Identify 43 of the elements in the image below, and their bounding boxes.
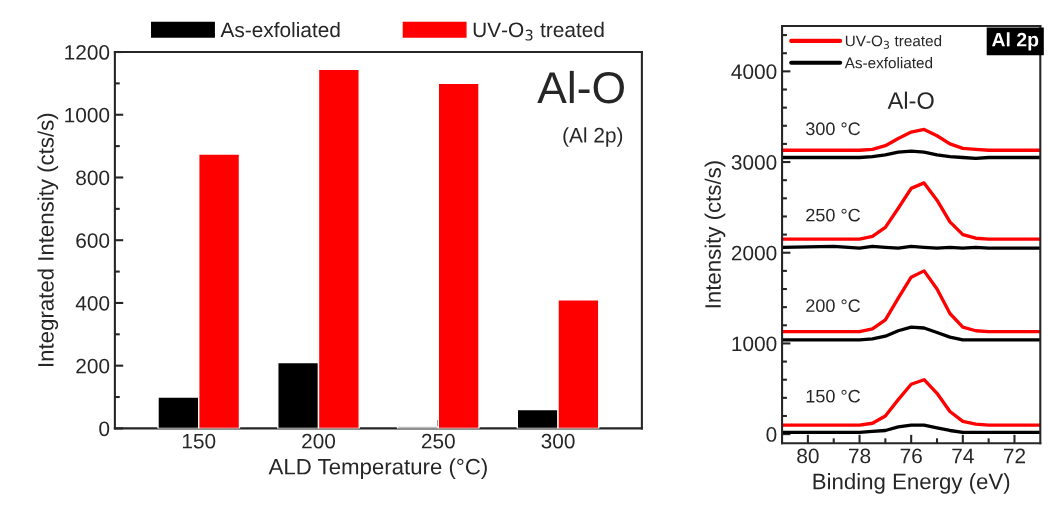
- annotation: 200 °C: [806, 299, 861, 313]
- annotation: Al-O: [887, 91, 934, 109]
- line-series: [782, 269, 1041, 334]
- annotation: 150 °C: [806, 389, 861, 403]
- y-tick-label: 1200: [65, 45, 110, 60]
- y-tick-label: 1000: [65, 107, 110, 123]
- line-series: [782, 378, 1041, 427]
- x-tick-label: 74: [952, 448, 974, 464]
- line-series: [782, 181, 1041, 241]
- y-tick-label: 0: [99, 421, 110, 437]
- x-tick-label: 250: [421, 433, 455, 449]
- y-tick-label: 400: [75, 295, 110, 311]
- annotation: Al-O: [537, 70, 624, 104]
- x-tick-label: 80: [797, 448, 819, 464]
- x-axis-title: Binding Energy (eV): [813, 473, 1010, 494]
- annotation: (Al 2p): [563, 127, 623, 147]
- x-tick-label: 150: [182, 433, 216, 449]
- legend-label: UV-O$_{3}$ treated: [473, 21, 604, 41]
- line-series: [782, 149, 1041, 161]
- y-tick-label: 2000: [731, 245, 777, 261]
- line-series: [782, 423, 1041, 434]
- legend-label: As-exfoliated: [844, 57, 933, 69]
- y-tick-label: 200: [76, 358, 110, 374]
- annotation: 250 °C: [806, 208, 861, 222]
- legend-label: UV-O$_{3}$ treated: [845, 35, 942, 49]
- y-tick-label: 1000: [732, 336, 777, 352]
- y-tick-label: 800: [76, 170, 110, 186]
- y-axis-title: Integrated Intensity (cts/s): [37, 113, 59, 366]
- x-tick-label: 200: [302, 433, 336, 449]
- legend-label: As-exfoliated: [220, 21, 340, 38]
- x-tick-label: 72: [1003, 448, 1026, 464]
- x-tick-label: 300: [541, 433, 575, 449]
- y-tick-label: 4000: [731, 64, 777, 80]
- y-axis-title: Intensity (cts/s): [704, 161, 726, 308]
- y-tick-label: 3000: [731, 155, 777, 170]
- annotation: 300 °C: [806, 122, 861, 136]
- x-tick-label: 78: [849, 448, 871, 464]
- line-series: [782, 325, 1041, 342]
- x-axis-title: ALD Temperature (°C): [268, 458, 487, 479]
- annotation: Al 2p: [991, 32, 1039, 51]
- y-tick-label: 0: [766, 427, 777, 442]
- x-tick-label: 76: [900, 448, 922, 464]
- y-tick-label: 600: [76, 233, 110, 248]
